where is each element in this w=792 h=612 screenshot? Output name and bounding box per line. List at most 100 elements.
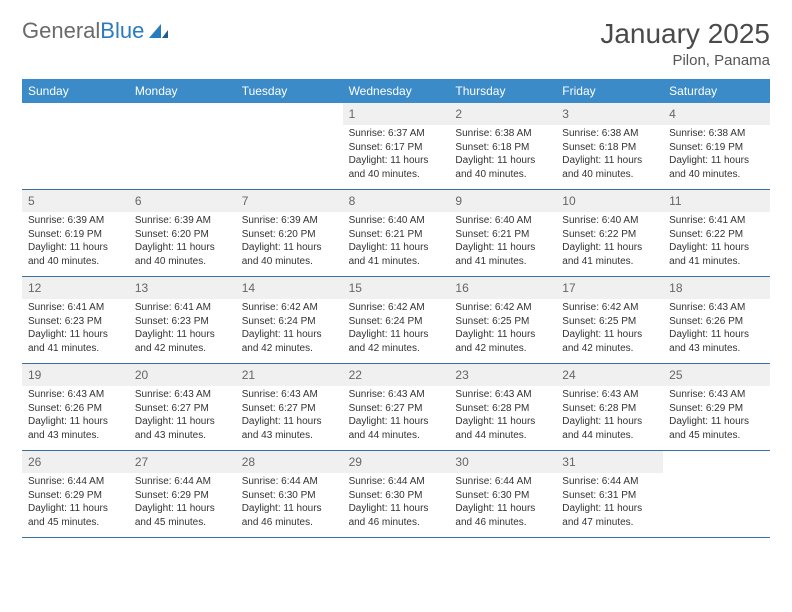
weekday-header-row: SundayMondayTuesdayWednesdayThursdayFrid… (22, 79, 770, 103)
day-cell: 7Sunrise: 6:39 AMSunset: 6:20 PMDaylight… (236, 190, 343, 276)
day-details: Sunrise: 6:38 AMSunset: 6:19 PMDaylight:… (669, 127, 764, 181)
week-row: 12Sunrise: 6:41 AMSunset: 6:23 PMDayligh… (22, 277, 770, 364)
day-cell: 29Sunrise: 6:44 AMSunset: 6:30 PMDayligh… (343, 451, 450, 537)
day-details: Sunrise: 6:43 AMSunset: 6:28 PMDaylight:… (455, 388, 550, 442)
day-number: 26 (22, 451, 129, 473)
weekday-header: Monday (129, 79, 236, 103)
week-row: 19Sunrise: 6:43 AMSunset: 6:26 PMDayligh… (22, 364, 770, 451)
day-number: 15 (343, 277, 450, 299)
day-cell: 8Sunrise: 6:40 AMSunset: 6:21 PMDaylight… (343, 190, 450, 276)
day-number: 10 (556, 190, 663, 212)
header: GeneralBlue January 2025 Pilon, Panama (22, 18, 770, 69)
day-number: 20 (129, 364, 236, 386)
day-cell: 31Sunrise: 6:44 AMSunset: 6:31 PMDayligh… (556, 451, 663, 537)
day-details: Sunrise: 6:40 AMSunset: 6:21 PMDaylight:… (349, 214, 444, 268)
day-cell: 15Sunrise: 6:42 AMSunset: 6:24 PMDayligh… (343, 277, 450, 363)
day-details: Sunrise: 6:43 AMSunset: 6:26 PMDaylight:… (669, 301, 764, 355)
day-number: 11 (663, 190, 770, 212)
day-cell: 23Sunrise: 6:43 AMSunset: 6:28 PMDayligh… (449, 364, 556, 450)
day-number: 17 (556, 277, 663, 299)
day-details: Sunrise: 6:44 AMSunset: 6:29 PMDaylight:… (28, 475, 123, 529)
day-details: Sunrise: 6:43 AMSunset: 6:29 PMDaylight:… (669, 388, 764, 442)
day-cell: 28Sunrise: 6:44 AMSunset: 6:30 PMDayligh… (236, 451, 343, 537)
day-details: Sunrise: 6:44 AMSunset: 6:30 PMDaylight:… (242, 475, 337, 529)
day-number: 3 (556, 103, 663, 125)
day-cell: 21Sunrise: 6:43 AMSunset: 6:27 PMDayligh… (236, 364, 343, 450)
day-number: 25 (663, 364, 770, 386)
day-cell: 6Sunrise: 6:39 AMSunset: 6:20 PMDaylight… (129, 190, 236, 276)
day-details: Sunrise: 6:43 AMSunset: 6:26 PMDaylight:… (28, 388, 123, 442)
day-number: 2 (449, 103, 556, 125)
day-details: Sunrise: 6:41 AMSunset: 6:23 PMDaylight:… (135, 301, 230, 355)
day-number: 16 (449, 277, 556, 299)
day-number: 29 (343, 451, 450, 473)
week-row: 5Sunrise: 6:39 AMSunset: 6:19 PMDaylight… (22, 190, 770, 277)
day-number: 14 (236, 277, 343, 299)
month-title: January 2025 (600, 18, 770, 50)
location: Pilon, Panama (600, 52, 770, 69)
day-number: 5 (22, 190, 129, 212)
day-number: 12 (22, 277, 129, 299)
day-number: 28 (236, 451, 343, 473)
day-cell (236, 103, 343, 189)
day-number: 7 (236, 190, 343, 212)
day-number: 9 (449, 190, 556, 212)
day-number: 31 (556, 451, 663, 473)
day-number: 23 (449, 364, 556, 386)
day-details: Sunrise: 6:43 AMSunset: 6:27 PMDaylight:… (135, 388, 230, 442)
day-details: Sunrise: 6:40 AMSunset: 6:21 PMDaylight:… (455, 214, 550, 268)
day-details: Sunrise: 6:39 AMSunset: 6:20 PMDaylight:… (242, 214, 337, 268)
day-cell: 13Sunrise: 6:41 AMSunset: 6:23 PMDayligh… (129, 277, 236, 363)
day-number: 21 (236, 364, 343, 386)
title-block: January 2025 Pilon, Panama (600, 18, 770, 69)
day-cell: 26Sunrise: 6:44 AMSunset: 6:29 PMDayligh… (22, 451, 129, 537)
day-cell: 16Sunrise: 6:42 AMSunset: 6:25 PMDayligh… (449, 277, 556, 363)
day-details: Sunrise: 6:39 AMSunset: 6:19 PMDaylight:… (28, 214, 123, 268)
day-details: Sunrise: 6:43 AMSunset: 6:28 PMDaylight:… (562, 388, 657, 442)
day-number: 1 (343, 103, 450, 125)
day-details: Sunrise: 6:42 AMSunset: 6:25 PMDaylight:… (455, 301, 550, 355)
day-number: 18 (663, 277, 770, 299)
day-details: Sunrise: 6:38 AMSunset: 6:18 PMDaylight:… (455, 127, 550, 181)
logo-text: GeneralBlue (22, 18, 144, 44)
day-details: Sunrise: 6:43 AMSunset: 6:27 PMDaylight:… (242, 388, 337, 442)
day-number: 24 (556, 364, 663, 386)
day-cell: 17Sunrise: 6:42 AMSunset: 6:25 PMDayligh… (556, 277, 663, 363)
day-details: Sunrise: 6:42 AMSunset: 6:25 PMDaylight:… (562, 301, 657, 355)
day-cell: 5Sunrise: 6:39 AMSunset: 6:19 PMDaylight… (22, 190, 129, 276)
day-cell (129, 103, 236, 189)
day-details: Sunrise: 6:41 AMSunset: 6:22 PMDaylight:… (669, 214, 764, 268)
day-details: Sunrise: 6:43 AMSunset: 6:27 PMDaylight:… (349, 388, 444, 442)
day-number: 4 (663, 103, 770, 125)
day-details: Sunrise: 6:44 AMSunset: 6:30 PMDaylight:… (349, 475, 444, 529)
day-number: 13 (129, 277, 236, 299)
day-details: Sunrise: 6:42 AMSunset: 6:24 PMDaylight:… (349, 301, 444, 355)
week-row: 26Sunrise: 6:44 AMSunset: 6:29 PMDayligh… (22, 451, 770, 538)
day-cell: 27Sunrise: 6:44 AMSunset: 6:29 PMDayligh… (129, 451, 236, 537)
day-details: Sunrise: 6:39 AMSunset: 6:20 PMDaylight:… (135, 214, 230, 268)
day-details: Sunrise: 6:41 AMSunset: 6:23 PMDaylight:… (28, 301, 123, 355)
day-details: Sunrise: 6:42 AMSunset: 6:24 PMDaylight:… (242, 301, 337, 355)
day-cell: 4Sunrise: 6:38 AMSunset: 6:19 PMDaylight… (663, 103, 770, 189)
day-number: 22 (343, 364, 450, 386)
day-cell: 18Sunrise: 6:43 AMSunset: 6:26 PMDayligh… (663, 277, 770, 363)
day-cell: 20Sunrise: 6:43 AMSunset: 6:27 PMDayligh… (129, 364, 236, 450)
day-details: Sunrise: 6:38 AMSunset: 6:18 PMDaylight:… (562, 127, 657, 181)
day-cell: 12Sunrise: 6:41 AMSunset: 6:23 PMDayligh… (22, 277, 129, 363)
day-details: Sunrise: 6:37 AMSunset: 6:17 PMDaylight:… (349, 127, 444, 181)
weekday-header: Thursday (449, 79, 556, 103)
day-cell: 22Sunrise: 6:43 AMSunset: 6:27 PMDayligh… (343, 364, 450, 450)
logo-sail-icon (148, 22, 170, 45)
calendar: SundayMondayTuesdayWednesdayThursdayFrid… (22, 79, 770, 538)
weeks-container: 1Sunrise: 6:37 AMSunset: 6:17 PMDaylight… (22, 103, 770, 538)
day-cell (22, 103, 129, 189)
day-cell: 10Sunrise: 6:40 AMSunset: 6:22 PMDayligh… (556, 190, 663, 276)
weekday-header: Sunday (22, 79, 129, 103)
day-cell: 2Sunrise: 6:38 AMSunset: 6:18 PMDaylight… (449, 103, 556, 189)
logo-word-general: General (22, 18, 100, 43)
day-details: Sunrise: 6:44 AMSunset: 6:30 PMDaylight:… (455, 475, 550, 529)
day-number: 6 (129, 190, 236, 212)
day-cell: 14Sunrise: 6:42 AMSunset: 6:24 PMDayligh… (236, 277, 343, 363)
weekday-header: Friday (556, 79, 663, 103)
day-cell: 19Sunrise: 6:43 AMSunset: 6:26 PMDayligh… (22, 364, 129, 450)
